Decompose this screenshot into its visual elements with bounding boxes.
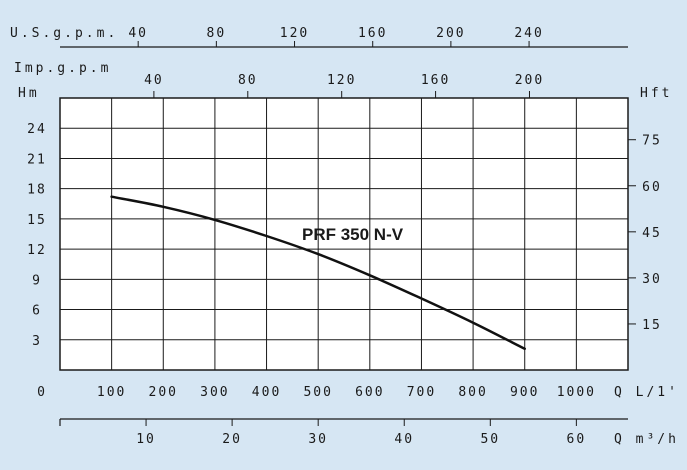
y-left-tick-label-0: 3	[32, 334, 42, 349]
y-left-tick-label-6: 21	[27, 152, 47, 167]
x-m3h-tick-label-1: 20	[222, 432, 242, 447]
y-left-tick-label-2: 9	[32, 273, 42, 288]
y-right-tick-label-2: 45	[642, 226, 662, 241]
x-usgpm-tick-label-0: 40	[128, 26, 148, 41]
y-right-tick-label-3: 60	[642, 180, 662, 195]
x-m3h-tick-label-2: 30	[308, 432, 328, 447]
plot-area	[59, 97, 629, 371]
y-left-tick-label-5: 18	[27, 183, 47, 198]
y-right-tick-label-1: 30	[642, 272, 662, 287]
x-impgpm-tick-label-3: 160	[421, 73, 450, 88]
x-usgpm-axis-label: U.S.g.p.m.	[10, 26, 118, 41]
x-usgpm-tick-label-1: 80	[207, 26, 227, 41]
y-left-axis-label: Hm	[18, 86, 40, 101]
y-left-tick-label-4: 15	[27, 213, 47, 228]
x-primary-tick-label-6: 700	[407, 385, 436, 400]
x-impgpm-tick-label-2: 120	[327, 73, 356, 88]
x-primary-tick-label-2: 300	[200, 385, 229, 400]
x-primary-tick-label-0: 100	[97, 385, 126, 400]
x-impgpm-tick-label-1: 80	[238, 73, 258, 88]
x-primary-axis-label: Q L/1'	[614, 385, 679, 400]
x-impgpm-axis-label: Imp.g.p.m	[14, 61, 111, 76]
grid	[60, 98, 628, 370]
x-primary-tick-label-3: 400	[252, 385, 281, 400]
x-impgpm-tick-label-4: 200	[515, 73, 544, 88]
x-m3h-tick-label-3: 40	[394, 432, 414, 447]
x-primary-tick-label-8: 900	[510, 385, 539, 400]
x-usgpm-tick-label-3: 160	[358, 26, 387, 41]
y-left-tick-label-1: 6	[32, 304, 42, 319]
x-primary-tick-label-4: 500	[303, 385, 332, 400]
y-right-axis-label: Hft	[640, 86, 672, 101]
x-m3h-axis-label: Q m³/h	[614, 432, 679, 447]
series-line-0	[110, 195, 526, 351]
x-primary-tick-label-1: 200	[149, 385, 178, 400]
y-right-tick-label-4: 75	[642, 134, 662, 149]
x-impgpm-tick-label-0: 40	[144, 73, 164, 88]
x-m3h-tick-label-4: 50	[480, 432, 500, 447]
series-label: PRF 350 N-V	[302, 225, 404, 244]
x-m3h-tick-label-5: 60	[567, 432, 587, 447]
x-primary-tick-label-7: 800	[458, 385, 487, 400]
x-zero-label: 0	[37, 385, 47, 400]
x-m3h-tick-label-0: 10	[136, 432, 156, 447]
x-primary-tick-label-5: 600	[355, 385, 384, 400]
y-left-tick-label-7: 24	[27, 122, 47, 137]
series-group	[110, 195, 526, 351]
x-usgpm-tick-label-2: 120	[280, 26, 309, 41]
y-right-tick-label-0: 15	[642, 318, 662, 333]
x-primary-tick-label-9: 1000	[557, 385, 596, 400]
x-usgpm-tick-label-5: 240	[514, 26, 543, 41]
y-left-tick-label-3: 12	[27, 243, 47, 258]
x-usgpm-tick-label-4: 200	[436, 26, 465, 41]
